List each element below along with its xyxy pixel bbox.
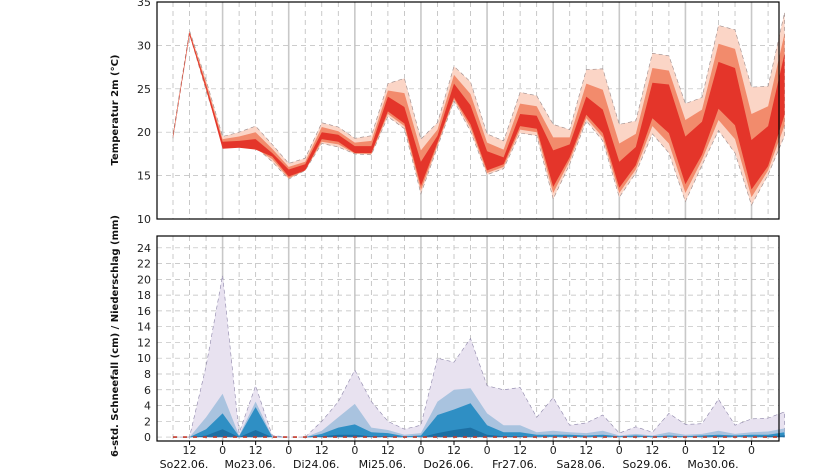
temperature-tick-label: 20 bbox=[137, 126, 151, 139]
x-hour-label: 12 bbox=[315, 444, 329, 457]
x-hour-label: 12 bbox=[381, 444, 395, 457]
precipitation-tick-label: 10 bbox=[137, 352, 151, 365]
x-hour-label: 0 bbox=[748, 444, 755, 457]
x-day-label: So29.06. bbox=[623, 458, 672, 471]
x-day-label: Di24.06. bbox=[293, 458, 340, 471]
x-hour-label: 0 bbox=[351, 444, 358, 457]
precipitation-tick-label: 12 bbox=[137, 336, 151, 349]
x-hour-label: 0 bbox=[417, 444, 424, 457]
precipitation-tick-label: 14 bbox=[137, 321, 151, 334]
x-day-label: Do26.06. bbox=[423, 458, 473, 471]
precipitation-tick-label: 16 bbox=[137, 305, 151, 318]
temperature-band-inner bbox=[173, 32, 785, 190]
precipitation-tick-label: 4 bbox=[144, 400, 151, 413]
precipitation-tick-label: 22 bbox=[137, 258, 151, 271]
x-hour-label: 12 bbox=[249, 444, 263, 457]
temperature-tick-label: 30 bbox=[137, 39, 151, 52]
x-hour-label: 0 bbox=[616, 444, 623, 457]
x-day-label: Mo23.06. bbox=[225, 458, 276, 471]
x-hour-label: 12 bbox=[183, 444, 197, 457]
precipitation-tick-label: 0 bbox=[144, 431, 151, 444]
x-hour-label: 12 bbox=[645, 444, 659, 457]
precipitation-tick-label: 20 bbox=[137, 273, 151, 286]
precipitation-band-inner bbox=[173, 403, 785, 438]
x-day-label: Fr27.06. bbox=[492, 458, 537, 471]
temperature-tick-label: 15 bbox=[137, 170, 151, 183]
temperature-tick-label: 10 bbox=[137, 213, 151, 226]
x-axis: 12 0 12 0 12 0 12 0 12 0 12 0 12 0 12 0 12 0 So22.06. Mo23.… bbox=[156, 1, 780, 471]
x-hour-label: 0 bbox=[682, 444, 689, 457]
x-hour-label: 0 bbox=[219, 444, 226, 457]
temperature-tick-label: 35 bbox=[137, 0, 151, 9]
x-hour-label: 12 bbox=[513, 444, 527, 457]
x-hour-label: 12 bbox=[579, 444, 593, 457]
x-hour-label: 12 bbox=[711, 444, 725, 457]
x-hour-label: 0 bbox=[285, 444, 292, 457]
precipitation-axis-label: 6-std. Schneefall (cm) / Niederschlag (m… bbox=[110, 215, 121, 457]
temperature-frame bbox=[156, 1, 780, 220]
x-day-label: Sa28.06. bbox=[556, 458, 605, 471]
x-day-label: Mo30.06. bbox=[687, 458, 738, 471]
precipitation-tick-label: 6 bbox=[144, 384, 151, 397]
precipitation-band-mid bbox=[173, 388, 785, 438]
x-hour-label: 0 bbox=[550, 444, 557, 457]
x-day-label: So22.06. bbox=[160, 458, 209, 471]
precipitation-frame bbox=[156, 235, 780, 442]
temperature-tick-label: 25 bbox=[137, 83, 151, 96]
precipitation-band-core bbox=[173, 427, 785, 438]
precipitation-tick-label: 8 bbox=[144, 368, 151, 381]
precipitation-tick-label: 24 bbox=[137, 242, 151, 255]
x-day-label: Mi25.06. bbox=[359, 458, 407, 471]
x-hour-label: 12 bbox=[447, 444, 461, 457]
x-hour-label: 0 bbox=[484, 444, 491, 457]
temperature-panel: 10 15 20 25 30 35 bbox=[137, 0, 785, 226]
temperature-axis-label: Temperatur 2m (°C) bbox=[110, 55, 121, 166]
precipitation-tick-label: 18 bbox=[137, 289, 151, 302]
precipitation-tick-label: 2 bbox=[144, 415, 151, 428]
